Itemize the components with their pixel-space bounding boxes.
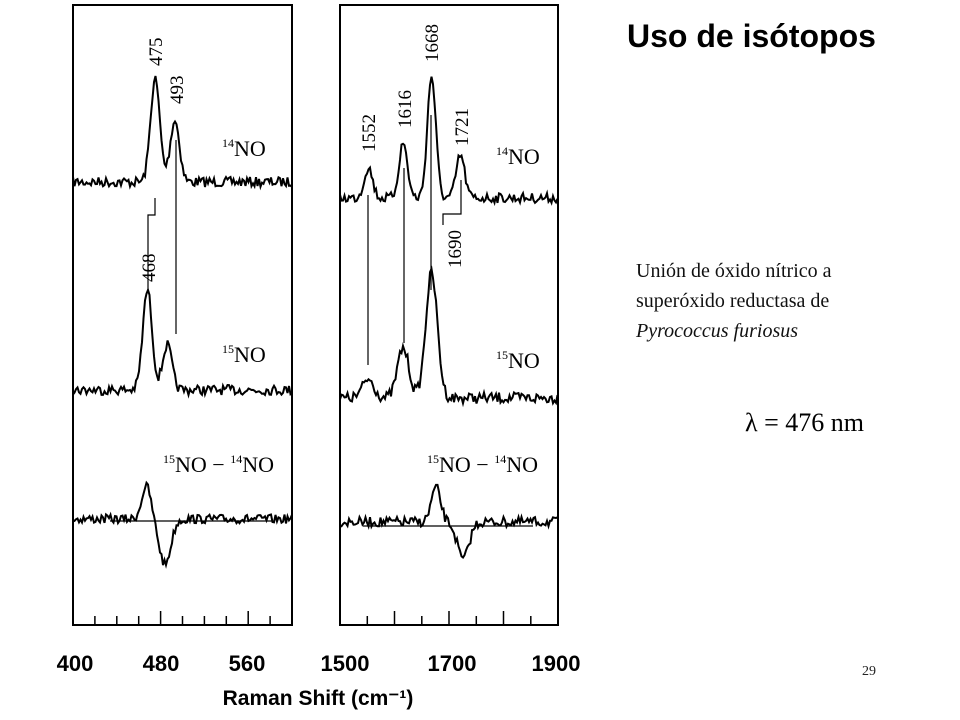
isotope-mass-14: 14 (230, 452, 242, 466)
caption-line-2: superóxido reductasa de (636, 290, 830, 312)
isotope-mass-14: 14 (222, 136, 234, 150)
figure-caption: Unión de óxido nítrico a superóxido redu… (636, 256, 832, 346)
species-no: NO (234, 136, 266, 161)
peak-label-493: 493 (167, 76, 188, 105)
species-no: NO (242, 452, 274, 477)
trace-label-15no-high: 15NO (496, 348, 540, 373)
isotope-mass-15: 15 (163, 452, 175, 466)
spectrum-15no-high (339, 265, 559, 408)
x-axis-title: Raman Shift (cm⁻¹) (223, 687, 414, 710)
isotope-mass-14: 14 (494, 452, 506, 466)
species-no-minus: NO − (439, 452, 494, 477)
trace-label-14no-low: 14NO (222, 136, 266, 161)
tick-label-560: 560 (229, 651, 266, 676)
tick-label-1700: 1700 (428, 651, 477, 676)
page-number: 29 (862, 664, 876, 679)
excitation-wavelength: λ = 476 nm (745, 408, 864, 438)
spectrum-15no-low (72, 287, 293, 399)
tick-label-1900: 1900 (532, 651, 581, 676)
lambda-symbol: λ (745, 408, 758, 437)
species-no-minus: NO − (175, 452, 230, 477)
species-no: NO (508, 348, 540, 373)
shift-guide-475-468 (147, 198, 156, 290)
peak-label-475: 475 (146, 38, 167, 67)
trace-label-difference-high: 15NO − 14NO (427, 452, 538, 477)
slide-title: Uso de isótopos (627, 18, 876, 54)
peak-label-1690: 1690 (445, 230, 466, 268)
tick-label-480: 480 (143, 651, 180, 676)
wavelength-value: = 476 nm (764, 408, 864, 437)
caption-line-1: Unión de óxido nítrico a (636, 260, 832, 282)
caption-species: Pyrococcus furiosus (636, 320, 799, 342)
peak-label-1721: 1721 (452, 108, 473, 146)
trace-label-15no-low: 15NO (222, 342, 266, 367)
peak-label-1616: 1616 (395, 90, 416, 128)
difference-spectrum-high (339, 483, 558, 559)
trace-label-14no-high: 14NO (496, 144, 540, 169)
isotope-mass-14: 14 (496, 144, 508, 158)
difference-spectrum-low (72, 480, 293, 569)
tick-label-1500: 1500 (321, 651, 370, 676)
species-no: NO (508, 144, 540, 169)
peak-label-468: 468 (139, 254, 160, 283)
right-panel-frame (339, 4, 559, 626)
peak-label-1552: 1552 (359, 114, 380, 152)
shift-guide-1721-1690 (442, 180, 462, 225)
isotope-mass-15: 15 (496, 348, 508, 362)
species-no: NO (234, 342, 266, 367)
axis-ticks (72, 611, 559, 625)
spectrum-14no-high (339, 76, 559, 207)
isotope-mass-15: 15 (222, 342, 234, 356)
peak-label-1668: 1668 (422, 24, 443, 62)
spectrum-14no-low (72, 75, 293, 191)
trace-label-difference-low: 15NO − 14NO (163, 452, 274, 477)
species-no: NO (506, 452, 538, 477)
tick-label-400: 400 (57, 651, 94, 676)
isotope-mass-15: 15 (427, 452, 439, 466)
